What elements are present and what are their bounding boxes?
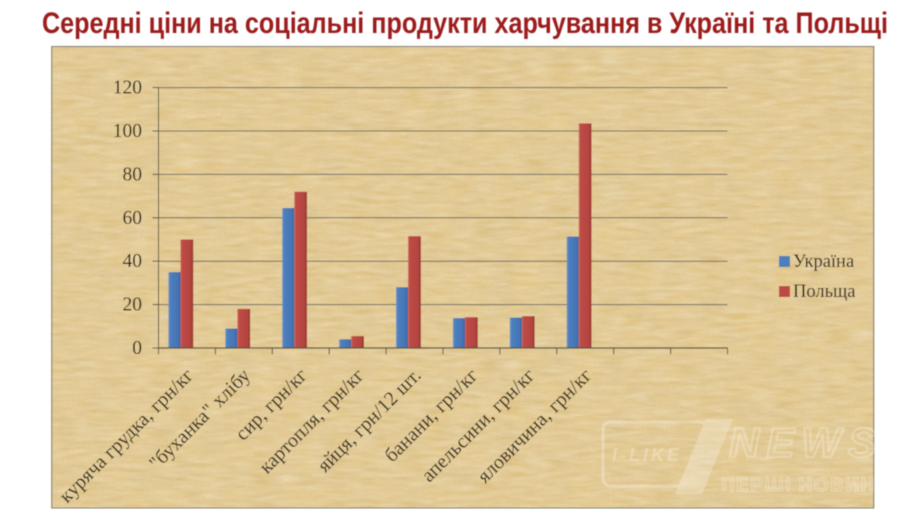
svg-text:60: 60 bbox=[123, 208, 143, 229]
svg-text:120: 120 bbox=[113, 78, 142, 99]
svg-text:NEWS: NEWS bbox=[729, 419, 883, 466]
svg-text:I-LIKE: I-LIKE bbox=[612, 445, 682, 465]
svg-text:40: 40 bbox=[123, 251, 143, 272]
svg-text:Середні ціни на соціальні прод: Середні ціни на соціальні продукти харчу… bbox=[42, 7, 888, 40]
svg-text:80: 80 bbox=[123, 164, 143, 185]
svg-text:20: 20 bbox=[123, 295, 143, 316]
svg-text:ПЕРШІ НОВИНИ: ПЕРШІ НОВИНИ bbox=[721, 475, 891, 496]
svg-text:Польща: Польща bbox=[793, 282, 856, 302]
svg-text:Україна: Україна bbox=[793, 252, 854, 272]
svg-text:100: 100 bbox=[113, 121, 142, 142]
svg-text:0: 0 bbox=[132, 338, 142, 359]
